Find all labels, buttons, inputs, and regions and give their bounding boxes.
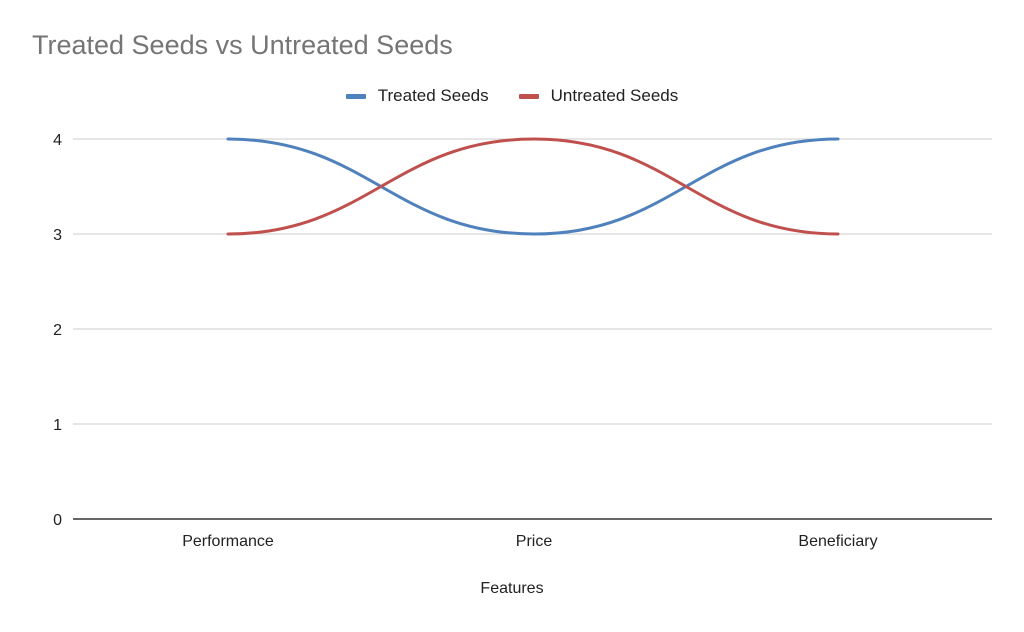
y-axis-tick-labels: 0 1 2 3 4	[53, 132, 62, 529]
series-line-treated	[226, 137, 840, 236]
x-tick-label: Price	[516, 533, 553, 550]
legend-swatch-treated	[345, 93, 366, 99]
y-tick-label: 1	[53, 417, 62, 434]
legend-item-treated: Treated Seeds	[345, 86, 489, 106]
series-line-untreated	[226, 137, 840, 236]
legend-label-untreated: Untreated Seeds	[550, 86, 679, 105]
gridlines	[73, 138, 992, 425]
legend-item-untreated: Untreated Seeds	[518, 86, 679, 106]
x-tick-label: Performance	[182, 533, 274, 550]
chart-title: Treated Seeds vs Untreated Seeds	[32, 30, 453, 60]
legend-swatch-untreated	[518, 93, 539, 99]
legend-label-treated: Treated Seeds	[377, 86, 489, 105]
x-axis-tick-labels: Performance Price Beneficiary	[182, 533, 877, 550]
series-lines	[226, 137, 840, 236]
y-tick-label: 2	[53, 322, 62, 339]
x-tick-label: Beneficiary	[798, 533, 877, 550]
y-tick-label: 3	[53, 227, 62, 244]
y-tick-label: 4	[53, 132, 62, 149]
x-axis-title: Features	[480, 580, 544, 597]
chart-legend: Treated Seeds Untreated Seeds	[0, 86, 1024, 106]
y-tick-label: 0	[53, 512, 62, 529]
